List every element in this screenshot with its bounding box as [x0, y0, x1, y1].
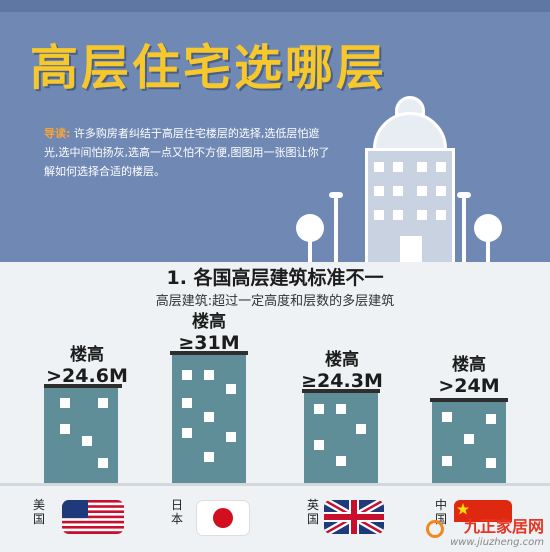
building-window [314, 404, 324, 414]
building-window [336, 404, 346, 414]
watermark: 九正家居网 www.jiuzheng.com [450, 513, 544, 548]
building-window [417, 186, 427, 196]
watermark-url: www.jiuzheng.com [450, 537, 544, 548]
building-window [60, 424, 70, 434]
height-label-china: 楼高 >24M [434, 355, 504, 397]
tree-icon [474, 214, 502, 242]
building-door [400, 236, 422, 262]
street-lamp-head [329, 192, 343, 198]
street-lamp-head [457, 192, 471, 198]
building-roof [302, 389, 380, 393]
building-window [226, 384, 236, 394]
building-window [393, 210, 403, 220]
header-banner: 高层住宅选哪层 导读: 许多购房者纠结于高层住宅楼层的选择,选低层怕遮光,选中间… [0, 0, 550, 262]
building-window [204, 412, 214, 422]
country-name-us: 美国 [32, 498, 45, 526]
tree-trunk [308, 240, 312, 262]
china-flag-icon [454, 500, 512, 522]
top-strip [0, 0, 550, 12]
building-window [182, 370, 192, 380]
intro-lead: 导读: [44, 127, 71, 140]
building-window [442, 456, 452, 466]
building-window [374, 186, 384, 196]
height-label-us: 楼高 >24.6M [46, 345, 128, 387]
country-name-uk: 英国 [306, 498, 319, 526]
building-window [486, 414, 496, 424]
building-window [436, 186, 446, 196]
height-label-title: 楼高 [192, 312, 226, 332]
height-label-title: 楼高 [452, 355, 486, 375]
building-window [442, 412, 452, 422]
building-window [356, 424, 366, 434]
building-window [98, 398, 108, 408]
height-label-title: 楼高 [325, 350, 359, 370]
intro-paragraph: 导读: 许多购房者纠结于高层住宅楼层的选择,选低层怕遮光,选中间怕扬灰,选高一点… [44, 124, 332, 181]
country-name-japan: 日本 [170, 498, 183, 526]
building-window [436, 162, 446, 172]
building-window [374, 162, 384, 172]
building-window [336, 456, 346, 466]
building-window [98, 458, 108, 468]
watermark-logo-icon [426, 520, 444, 538]
us-flag-icon [62, 500, 124, 534]
building-window [486, 458, 496, 468]
building-window [314, 440, 324, 450]
building-window [436, 210, 446, 220]
height-label-value: >24M [438, 375, 500, 397]
japan-flag-icon [196, 500, 250, 536]
ground-line [0, 483, 550, 486]
building-window [464, 434, 474, 444]
section-subtitle: 高层建筑:超过一定高度和层数的多层建筑 [155, 294, 395, 309]
building-roof [44, 384, 122, 388]
building-window [182, 398, 192, 408]
building-window [182, 428, 192, 438]
uk-flag-icon [324, 500, 384, 534]
tree-icon [296, 214, 324, 242]
watermark-name: 九正家居网 [463, 517, 544, 536]
building-roof [170, 351, 248, 355]
building-window [226, 432, 236, 442]
height-label-value: ≥31M [178, 332, 240, 354]
street-lamp [462, 196, 466, 262]
building-window [417, 210, 427, 220]
building-window [393, 186, 403, 196]
height-label-value: ≥24.3M [301, 370, 383, 392]
building-window [60, 398, 70, 408]
intro-text: 许多购房者纠结于高层住宅楼层的选择,选低层怕遮光,选中间怕扬灰,选高一点又怕不方… [44, 127, 330, 178]
building-roof [430, 398, 508, 402]
section-title: 1. 各国高层建筑标准不一 [166, 267, 384, 289]
height-label-japan: 楼高 ≥31M [171, 312, 247, 354]
building-window [393, 162, 403, 172]
building-window [374, 210, 384, 220]
street-lamp [334, 196, 338, 262]
building-window [82, 436, 92, 446]
building-window [204, 452, 214, 462]
building-dome [373, 112, 447, 152]
building-window [417, 162, 427, 172]
building-window [204, 370, 214, 380]
height-label-uk: 楼高 ≥24.3M [300, 350, 384, 392]
page-title: 高层住宅选哪层 [30, 40, 388, 96]
tree-trunk [486, 240, 490, 262]
height-label-value: >24.6M [46, 365, 128, 387]
height-label-title: 楼高 [70, 345, 104, 365]
